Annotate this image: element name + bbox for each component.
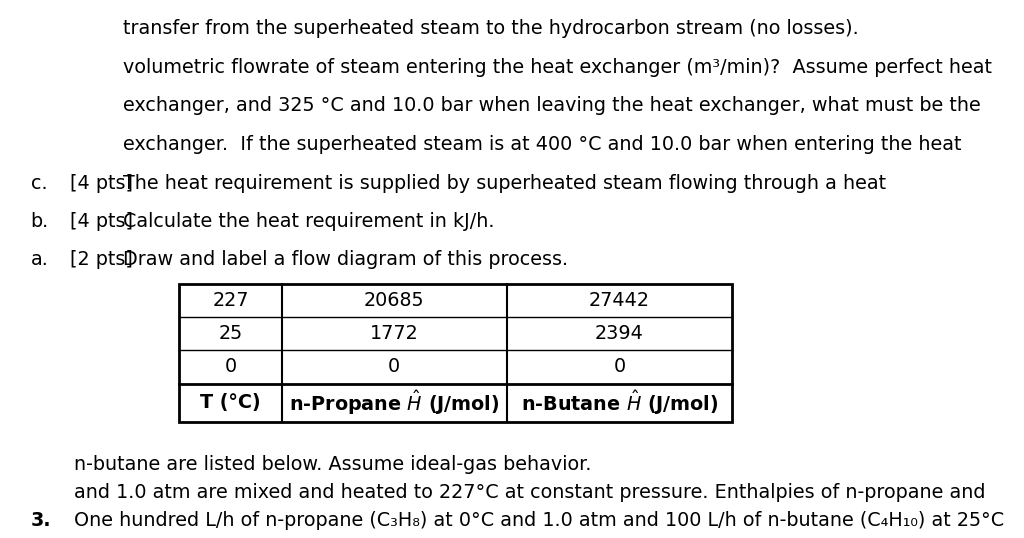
Text: c.: c. [31, 174, 47, 193]
Text: 20685: 20685 [364, 291, 425, 310]
Text: b.: b. [31, 212, 49, 231]
Text: [4 pts]: [4 pts] [70, 174, 133, 193]
Text: Draw and label a flow diagram of this process.: Draw and label a flow diagram of this pr… [123, 250, 568, 269]
Bar [179, 284, 732, 422]
Text: 25: 25 [218, 324, 243, 343]
Text: One hundred L/h of n-propane (C₃H₈) at 0°C and 1.0 atm and 100 L/h of n-butane (: One hundred L/h of n-propane (C₃H₈) at 0… [74, 511, 1004, 530]
Text: Calculate the heat requirement in kJ/h.: Calculate the heat requirement in kJ/h. [123, 212, 495, 231]
Text: 227: 227 [212, 291, 249, 310]
Text: [2 pts]: [2 pts] [70, 250, 132, 269]
Text: 0: 0 [388, 357, 400, 377]
Text: 3.: 3. [31, 511, 51, 530]
Text: volumetric flowrate of steam entering the heat exchanger (m³/min)?  Assume perfe: volumetric flowrate of steam entering th… [123, 58, 992, 76]
Text: n-butane are listed below. Assume ideal-gas behavior.: n-butane are listed below. Assume ideal-… [74, 455, 591, 474]
Text: 0: 0 [613, 357, 626, 377]
Text: n-Propane $\hat{H}$ (J/mol): n-Propane $\hat{H}$ (J/mol) [289, 388, 500, 417]
Text: 2394: 2394 [595, 324, 644, 343]
Text: exchanger.  If the superheated steam is at 400 °C and 10.0 bar when entering the: exchanger. If the superheated steam is a… [123, 135, 962, 154]
Text: [4 pts]: [4 pts] [70, 212, 133, 231]
Text: transfer from the superheated steam to the hydrocarbon stream (no losses).: transfer from the superheated steam to t… [123, 19, 859, 38]
Text: The heat requirement is supplied by superheated steam flowing through a heat: The heat requirement is supplied by supe… [123, 174, 886, 193]
Text: n-Butane $\hat{H}$ (J/mol): n-Butane $\hat{H}$ (J/mol) [521, 388, 718, 417]
Text: exchanger, and 325 °C and 10.0 bar when leaving the heat exchanger, what must be: exchanger, and 325 °C and 10.0 bar when … [123, 96, 981, 115]
Text: T (°C): T (°C) [200, 393, 261, 413]
Text: 0: 0 [224, 357, 237, 377]
Text: and 1.0 atm are mixed and heated to 227°C at constant pressure. Enthalpies of n-: and 1.0 atm are mixed and heated to 227°… [74, 483, 985, 502]
Text: 27442: 27442 [589, 291, 650, 310]
Text: 1772: 1772 [370, 324, 419, 343]
Text: a.: a. [31, 250, 48, 269]
